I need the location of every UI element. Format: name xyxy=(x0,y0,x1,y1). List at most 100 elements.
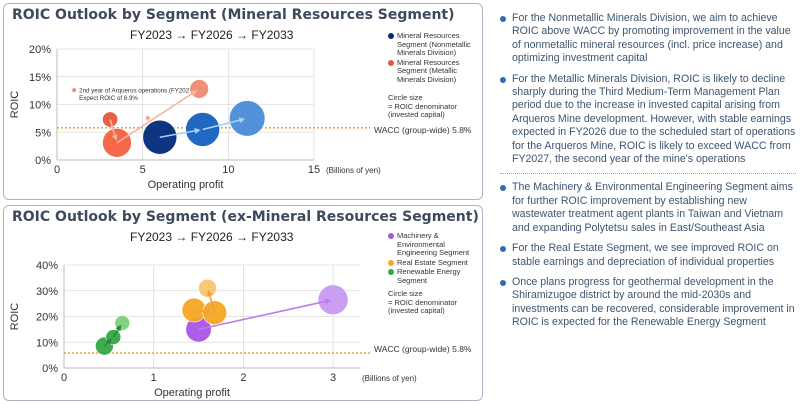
x-tick-label: 10 xyxy=(222,164,234,176)
bullet-text: Once plans progress for geothermal devel… xyxy=(512,275,795,329)
trend-arrowhead xyxy=(194,127,201,134)
wacc-label-text: WACC (group-wide) xyxy=(374,125,450,135)
y-tick-label: 0% xyxy=(42,363,58,375)
bullet-dot-icon xyxy=(500,76,506,83)
trend-arrowhead xyxy=(206,290,213,297)
wacc-value: 5.8% xyxy=(452,125,472,135)
legend-swatch xyxy=(388,33,394,39)
legend-swatch xyxy=(388,269,394,276)
trend-arrowhead xyxy=(105,338,112,345)
trend-arrow xyxy=(116,91,196,144)
mineral-resources-panel: ROIC Outlook by Segment (Mineral Resourc… xyxy=(3,3,483,200)
circle-size-note-text: Circle size = ROIC denominator (invested… xyxy=(388,289,457,316)
trend-arrow xyxy=(208,292,216,313)
x-tick-label: 1 xyxy=(151,372,157,384)
trend-arrow xyxy=(159,129,198,139)
legend-swatch xyxy=(388,59,394,66)
legend-entry: Machinery & Environmental Engineering Se… xyxy=(388,231,482,258)
legend-entry: Renewable Energy Segment xyxy=(388,267,482,285)
bullet-dot-icon xyxy=(500,16,506,22)
y-tick-label: 15% xyxy=(29,72,51,84)
x-axis-unit: (Billions of yen) xyxy=(326,166,381,175)
panel-title: ROIC Outlook by Segment (Mineral Resourc… xyxy=(12,7,455,23)
bubble-point xyxy=(198,278,217,298)
legend-entry: Mineral Resources Segment (Nonmetallic M… xyxy=(388,31,482,58)
bullet-text: For the Nonmetallic Minerals Division, w… xyxy=(512,12,791,65)
trend-arrowhead xyxy=(206,308,213,315)
bubble-point xyxy=(189,79,209,99)
annotation-text: 2nd year of Arqueros operations (FY2027) xyxy=(79,88,195,95)
wacc-label: WACC (group-wide) 5.8% xyxy=(374,344,471,354)
commentary-column: For the Nonmetallic Minerals Division, w… xyxy=(500,12,796,337)
legend-label: Machinery & Environmental Engineering Se… xyxy=(397,231,470,258)
bullet-text: The Machinery & Environmental Engineerin… xyxy=(512,181,793,234)
ex-mineral-resources-chart: 0% 10% 20% 30% 40% 0 1 2 3 Operating profit (Billi… xyxy=(9,260,417,399)
bullet-text: For the Real Estate Segment, we see impr… xyxy=(512,242,779,268)
star-marker-icon: ✳ xyxy=(144,114,151,123)
bullet-dot-icon xyxy=(500,185,506,192)
x-tick-label: 2 xyxy=(240,372,246,384)
y-axis-label: ROIC xyxy=(9,303,21,331)
x-tick-label: 5 xyxy=(140,164,146,176)
x-tick-label: 15 xyxy=(308,164,320,176)
x-tick-label: 3 xyxy=(330,372,336,384)
panel-title: ROIC Outlook by Segment (ex-Mineral Reso… xyxy=(12,209,479,225)
legend-label: Real Estate Segment xyxy=(397,257,468,267)
y-tick-label: 20% xyxy=(36,312,58,324)
bullet-dot-icon xyxy=(500,246,506,253)
wacc-value: 5.8% xyxy=(452,344,472,354)
bullet-dot-icon xyxy=(500,279,506,286)
bullet-item: For the Real Estate Segment, we see impr… xyxy=(500,242,796,269)
wacc-label: WACC (group-wide) 5.8% xyxy=(374,125,471,135)
trend-arrow xyxy=(109,119,117,139)
chart-subtitle: FY2023 → FY2026 → FY2033 xyxy=(130,230,294,244)
y-tick-label: 5% xyxy=(35,127,51,139)
legend-entry: Real Estate Segment xyxy=(388,257,482,268)
circle-size-note: Circle size = ROIC denominator (invested… xyxy=(388,93,482,120)
bullet-text: For the Metallic Minerals Division, ROIC… xyxy=(512,72,796,166)
bullets-bottom: The Machinery & Environmental Engineerin… xyxy=(500,181,796,329)
trend-arrow xyxy=(198,300,329,331)
trend-arrowhead xyxy=(324,298,332,305)
x-tick-label: 0 xyxy=(54,164,60,176)
y-tick-label: 10% xyxy=(29,100,51,112)
legend-label: Mineral Resources Segment (Metallic Mine… xyxy=(397,57,460,84)
legend-entry: Mineral Resources Segment (Metallic Mine… xyxy=(388,57,482,85)
circle-size-note: Circle size = ROIC denominator (invested… xyxy=(388,289,482,316)
bullet-item: Once plans progress for geothermal devel… xyxy=(500,276,796,330)
bullet-item: The Machinery & Environmental Engineerin… xyxy=(500,181,796,235)
chart-subtitle: FY2023 → FY2026 → FY2033 xyxy=(130,28,294,42)
bubble-point xyxy=(185,112,220,147)
chart-legend: Mineral Resources Segment (Nonmetallic M… xyxy=(388,31,482,86)
x-axis-label: Operating profit xyxy=(148,179,224,191)
x-tick-label: 0 xyxy=(61,372,67,384)
y-tick-label: 30% xyxy=(36,286,58,298)
bubble-point xyxy=(202,300,227,325)
divider xyxy=(500,173,796,175)
trend-arrowhead xyxy=(115,324,122,332)
bullet-item: For the Metallic Minerals Division, ROIC… xyxy=(500,73,796,167)
mineral-resources-chart: 0% 5% 10% 15% 20% 0 5 10 15 Operating profit (Bill… xyxy=(9,44,381,191)
legend-swatch xyxy=(388,259,394,266)
legend-swatch xyxy=(388,233,394,239)
x-axis-label: Operating profit xyxy=(154,387,230,399)
bullet-item: For the Nonmetallic Minerals Division, w… xyxy=(500,12,796,66)
x-axis-unit: (Billions of yen) xyxy=(362,374,417,383)
legend-label: Renewable Energy Segment xyxy=(397,267,461,285)
y-tick-label: 10% xyxy=(36,337,58,349)
bubble-point xyxy=(229,100,266,137)
y-tick-label: 0% xyxy=(35,155,51,167)
y-axis-label: ROIC xyxy=(9,91,21,119)
bullets-top: For the Nonmetallic Minerals Division, w… xyxy=(500,12,796,166)
bubble-point xyxy=(317,284,349,316)
trend-arrow xyxy=(202,118,243,131)
chart-legend: Machinery & Environmental Engineering Se… xyxy=(388,231,482,287)
annotation-text: Expect ROIC of 6.9% xyxy=(79,95,138,102)
trend-arrowhead xyxy=(238,117,246,124)
annotation-marker xyxy=(72,88,77,93)
legend-label: Mineral Resources Segment (Nonmetallic M… xyxy=(397,31,471,58)
circle-size-note-text: Circle size = ROIC denominator (invested… xyxy=(388,93,457,120)
y-tick-label: 40% xyxy=(36,260,58,272)
trend-arrowhead xyxy=(111,134,118,141)
y-tick-label: 20% xyxy=(29,44,51,56)
